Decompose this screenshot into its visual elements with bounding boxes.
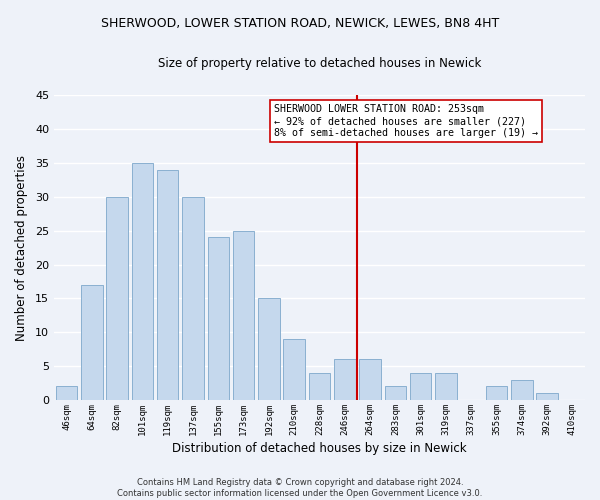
Bar bbox=[359, 360, 381, 400]
Bar bbox=[486, 386, 507, 400]
Y-axis label: Number of detached properties: Number of detached properties bbox=[15, 154, 28, 340]
Bar bbox=[81, 285, 103, 400]
Bar bbox=[435, 373, 457, 400]
Bar bbox=[208, 238, 229, 400]
X-axis label: Distribution of detached houses by size in Newick: Distribution of detached houses by size … bbox=[172, 442, 467, 455]
Bar bbox=[334, 360, 356, 400]
Bar bbox=[536, 394, 558, 400]
Bar bbox=[385, 386, 406, 400]
Bar bbox=[258, 298, 280, 400]
Bar bbox=[182, 197, 204, 400]
Bar bbox=[511, 380, 533, 400]
Bar bbox=[157, 170, 178, 400]
Text: SHERWOOD LOWER STATION ROAD: 253sqm
← 92% of detached houses are smaller (227)
8: SHERWOOD LOWER STATION ROAD: 253sqm ← 92… bbox=[274, 104, 538, 138]
Bar bbox=[283, 339, 305, 400]
Bar bbox=[309, 373, 330, 400]
Bar bbox=[410, 373, 431, 400]
Text: Contains HM Land Registry data © Crown copyright and database right 2024.
Contai: Contains HM Land Registry data © Crown c… bbox=[118, 478, 482, 498]
Bar bbox=[131, 163, 153, 400]
Bar bbox=[233, 230, 254, 400]
Title: Size of property relative to detached houses in Newick: Size of property relative to detached ho… bbox=[158, 58, 481, 70]
Bar bbox=[106, 197, 128, 400]
Bar bbox=[56, 386, 77, 400]
Text: SHERWOOD, LOWER STATION ROAD, NEWICK, LEWES, BN8 4HT: SHERWOOD, LOWER STATION ROAD, NEWICK, LE… bbox=[101, 18, 499, 30]
